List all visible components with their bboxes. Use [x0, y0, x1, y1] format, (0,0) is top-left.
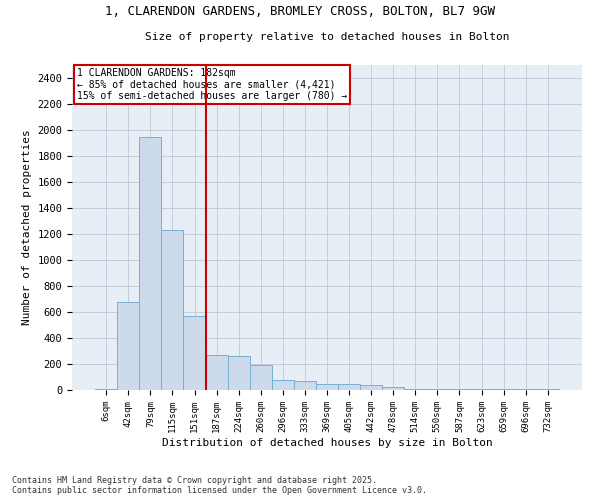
- Bar: [338, 384, 360, 390]
- Bar: [360, 385, 382, 390]
- Bar: [294, 381, 316, 390]
- Bar: [250, 366, 272, 390]
- X-axis label: Distribution of detached houses by size in Bolton: Distribution of detached houses by size …: [161, 438, 493, 448]
- Bar: [227, 356, 250, 390]
- Bar: [206, 355, 227, 390]
- Bar: [117, 302, 139, 390]
- Text: 1, CLARENDON GARDENS, BROMLEY CROSS, BOLTON, BL7 9GW: 1, CLARENDON GARDENS, BROMLEY CROSS, BOL…: [105, 5, 495, 18]
- Bar: [382, 387, 404, 390]
- Bar: [184, 316, 206, 390]
- Bar: [404, 388, 427, 390]
- Title: Size of property relative to detached houses in Bolton: Size of property relative to detached ho…: [145, 32, 509, 42]
- Bar: [161, 230, 184, 390]
- Text: 1 CLARENDON GARDENS: 182sqm
← 85% of detached houses are smaller (4,421)
15% of : 1 CLARENDON GARDENS: 182sqm ← 85% of det…: [77, 68, 347, 102]
- Bar: [316, 384, 338, 390]
- Bar: [95, 388, 117, 390]
- Y-axis label: Number of detached properties: Number of detached properties: [22, 130, 32, 326]
- Text: Contains HM Land Registry data © Crown copyright and database right 2025.
Contai: Contains HM Land Registry data © Crown c…: [12, 476, 427, 495]
- Bar: [139, 136, 161, 390]
- Bar: [272, 380, 294, 390]
